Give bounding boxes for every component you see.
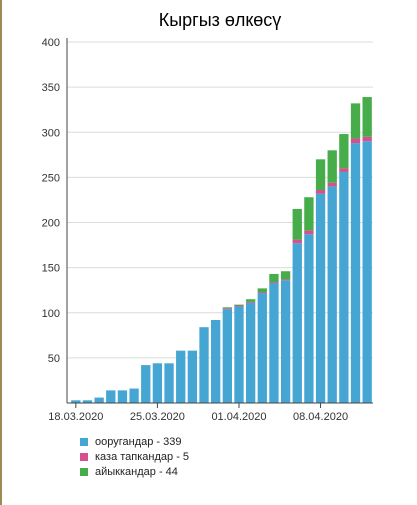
- x-tick-labels: 18.03.2020 25.03.2020 01.04.2020 08.04.2020: [48, 403, 348, 423]
- legend-item[interactable]: айыккандар - 44: [80, 464, 189, 479]
- bar-segment-series-0: [269, 282, 279, 403]
- bar-segment-series-2: [257, 288, 267, 292]
- legend-label: ооругандар - 339: [95, 435, 182, 448]
- legend-item[interactable]: каза тапкандар - 5: [80, 449, 189, 464]
- bar-segment-series-0: [211, 319, 221, 403]
- x-tick-label: 18.03.2020: [48, 411, 103, 423]
- bar-segment-series-1: [339, 168, 349, 172]
- bar-segment-series-0: [362, 141, 372, 403]
- bar-segment-series-1: [280, 279, 291, 281]
- bar-segment-series-0: [106, 390, 116, 403]
- legend-item[interactable]: ооругандар - 339: [80, 434, 189, 449]
- legend: ооругандар - 339 каза тапкандар - 5 айыкка…: [80, 434, 189, 479]
- bar-segment-series-0: [141, 365, 151, 403]
- bar-segment-series-0: [234, 306, 244, 403]
- bar-segment-series-1: [304, 230, 314, 235]
- bar-segment-series-2: [234, 304, 244, 306]
- bar-segment-series-2: [339, 134, 349, 169]
- bar-segment-series-0: [129, 388, 139, 403]
- bar-segment-series-0: [292, 243, 302, 403]
- bar-segment-series-0: [245, 302, 256, 403]
- x-tick-label: 25.03.2020: [130, 411, 185, 423]
- bar-segment-series-1: [234, 305, 244, 307]
- bar-segment-series-2: [350, 103, 361, 139]
- axes: [66, 38, 373, 404]
- y-tick-label: 200: [42, 218, 60, 230]
- bar-segment-series-2: [292, 208, 302, 240]
- bar-segment-series-1: [362, 136, 372, 142]
- bar-segment-series-0: [94, 397, 104, 403]
- bar-segment-series-0: [257, 292, 267, 403]
- bar-segment-series-0: [187, 350, 198, 403]
- bar-segment-series-1: [257, 291, 267, 293]
- y-tick-label: 150: [42, 263, 60, 275]
- bar-segment-series-2: [222, 307, 232, 309]
- x-tick-label: 08.04.2020: [293, 411, 348, 423]
- bar-segment-series-0: [280, 280, 291, 403]
- bar-segment-series-0: [304, 234, 314, 403]
- bar-segment-series-0: [339, 171, 349, 403]
- left-border-line: [0, 0, 2, 505]
- bar-segment-series-2: [304, 197, 314, 231]
- bar-segment-series-1: [350, 138, 361, 144]
- bar-segment-series-0: [152, 363, 163, 403]
- bar-segment-series-0: [222, 309, 232, 403]
- legend-label: каза тапкандар - 5: [95, 450, 190, 463]
- bar-segment-series-0: [176, 350, 186, 403]
- bar-segment-series-2: [327, 150, 337, 183]
- y-tick-label: 50: [48, 353, 60, 365]
- bar-segment-series-0: [350, 143, 361, 403]
- bar-segment-series-1: [315, 190, 326, 194]
- legend-swatch: [80, 452, 88, 461]
- bar-segment-series-1: [269, 282, 279, 283]
- bar-segment-series-1: [222, 308, 232, 310]
- bars: [71, 97, 372, 403]
- legend-label: айыккандар - 44: [95, 465, 178, 478]
- bar-segment-series-0: [117, 390, 128, 403]
- bar-segment-series-0: [199, 327, 209, 403]
- bar-segment-series-2: [315, 159, 326, 191]
- x-tick-label: 01.04.2020: [211, 411, 266, 423]
- bar-segment-series-1: [245, 301, 256, 303]
- bar-segment-series-1: [327, 182, 337, 187]
- legend-swatch: [80, 437, 88, 446]
- y-tick-label: 250: [42, 172, 60, 184]
- bar-segment-series-0: [164, 363, 174, 403]
- bar-segment-series-2: [245, 299, 256, 302]
- y-tick-label: 350: [42, 82, 60, 94]
- bar-segment-series-0: [315, 193, 326, 403]
- y-tick-label: 400: [42, 37, 60, 49]
- bar-segment-series-2: [280, 271, 291, 280]
- bar-segment-series-0: [82, 400, 93, 403]
- bar-segment-series-2: [269, 273, 279, 283]
- bar-segment-series-1: [292, 239, 302, 244]
- bar-segment-series-0: [327, 186, 337, 403]
- y-tick-label: 300: [42, 127, 60, 139]
- y-tick-labels: 50 100 150 200 250 300 350 400: [42, 37, 60, 365]
- legend-swatch: [80, 467, 88, 476]
- grid-lines: [67, 41, 373, 359]
- chart-title: Кыргыз өлкөсү: [159, 10, 282, 30]
- y-tick-label: 100: [42, 308, 60, 320]
- bar-segment-series-0: [71, 400, 81, 403]
- bar-segment-series-2: [362, 97, 372, 137]
